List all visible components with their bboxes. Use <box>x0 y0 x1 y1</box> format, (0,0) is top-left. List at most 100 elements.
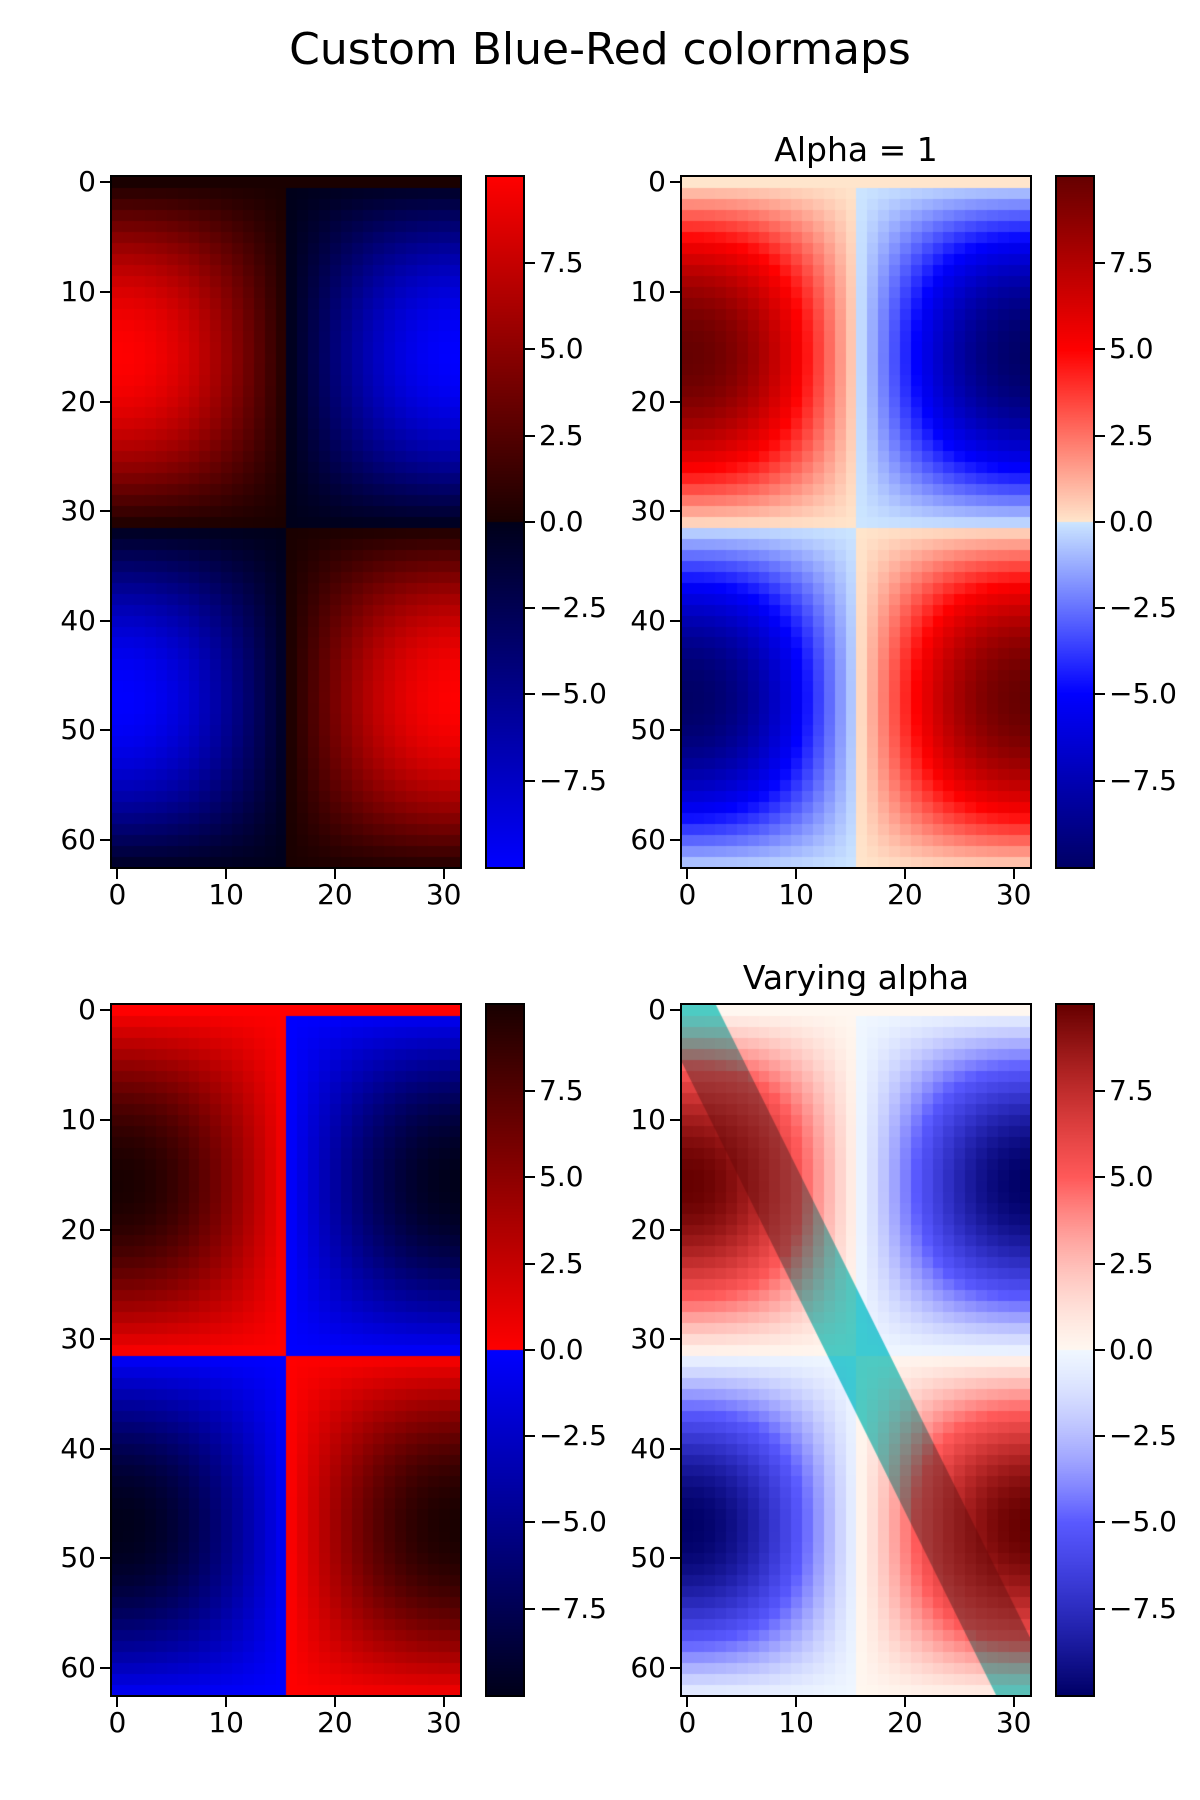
colorbar-tick-mark <box>1095 1607 1105 1610</box>
y-tick-mark <box>100 1228 110 1231</box>
y-tick-mark <box>100 1009 110 1012</box>
x-tick-mark <box>1012 1697 1015 1707</box>
colorbar-tick-mark <box>1095 520 1105 523</box>
colorbar-tick-mark <box>1095 607 1105 610</box>
colorbar-tick-label: 0.0 <box>539 504 584 538</box>
colorbar-tick-label: −7.5 <box>539 1591 607 1625</box>
colorbar-tick-label: 2.5 <box>539 418 584 452</box>
y-tick-label: 20 <box>60 1212 96 1246</box>
y-tick-mark <box>100 291 110 293</box>
colorbar-tick-label: −7.5 <box>1109 1591 1177 1625</box>
colorbar-tick-label: −5.0 <box>539 677 607 711</box>
colorbar-border <box>485 1003 525 1697</box>
colorbar-tick-mark <box>1095 1521 1105 1524</box>
colorbar-tick-mark <box>1095 262 1105 265</box>
colorbar-tick-mark <box>525 520 535 523</box>
x-tick-mark <box>442 1697 445 1707</box>
colorbar-tick-mark <box>1095 1090 1105 1093</box>
y-tick-label: 60 <box>60 1650 96 1684</box>
y-tick-label: 20 <box>630 384 666 418</box>
y-tick-label: 0 <box>648 165 666 199</box>
colorbar-tick-label: −5.0 <box>1109 677 1177 711</box>
x-tick-label: 20 <box>887 878 923 911</box>
y-tick-mark <box>670 400 680 403</box>
colorbar-tick-label: −2.5 <box>539 591 607 625</box>
colorbar-gradient <box>1057 177 1093 867</box>
colorbar-tick-mark <box>525 434 535 437</box>
colorbar-border <box>1055 1003 1095 1697</box>
y-tick-label: 50 <box>630 1541 666 1575</box>
x-tick-mark <box>225 869 228 879</box>
colorbar-tick-mark <box>1095 1348 1105 1351</box>
x-tick-mark <box>795 869 798 879</box>
colorbar-tick-mark <box>525 1176 535 1179</box>
colorbar-tick-label: 0.0 <box>539 1332 584 1366</box>
y-tick-mark <box>670 1338 680 1341</box>
heatmap-image <box>682 177 1030 867</box>
x-tick-label: 20 <box>317 878 353 911</box>
x-tick-label: 0 <box>108 878 127 911</box>
colorbar-tick-mark <box>1095 434 1105 437</box>
colorbar-tick-mark <box>525 1348 535 1351</box>
y-tick-mark <box>100 510 110 513</box>
x-tick-mark <box>795 1697 798 1707</box>
x-tick-mark <box>442 869 445 879</box>
y-tick-label: 20 <box>60 384 96 418</box>
y-tick-mark <box>670 1228 680 1231</box>
y-tick-label: 40 <box>60 1431 96 1465</box>
x-tick-mark <box>333 869 336 879</box>
colorbar-tick-mark <box>525 262 535 265</box>
x-tick-label: 10 <box>208 878 244 911</box>
y-tick-mark <box>100 1338 110 1341</box>
x-tick-mark <box>116 1697 119 1707</box>
colorbar-tick-mark <box>1095 779 1105 782</box>
y-tick-mark <box>100 619 110 622</box>
colorbar-tick-mark <box>1095 693 1105 696</box>
subplot-title-bottom-right: Varying alpha <box>742 958 970 997</box>
colorbar-tick-label: 2.5 <box>1109 1246 1154 1280</box>
colorbar-tick-label: −7.5 <box>1109 763 1177 797</box>
x-tick-label: 30 <box>425 1706 462 1739</box>
y-tick-mark <box>100 1666 110 1669</box>
x-tick-label: 20 <box>887 1706 923 1739</box>
colorbar-tick-label: 2.5 <box>1109 418 1154 452</box>
axes-border <box>680 175 1032 869</box>
colorbar-tick-label: 2.5 <box>539 1246 584 1280</box>
y-tick-label: 10 <box>630 1103 666 1136</box>
colorbar-tick-label: 0.0 <box>1109 1332 1154 1366</box>
figure-title: Custom Blue-Red colormaps <box>289 24 911 75</box>
colorbar-tick-label: 7.5 <box>539 1074 584 1108</box>
colorbar-tick-label: −5.0 <box>1109 1505 1177 1539</box>
colorbar-tick-mark <box>1095 348 1105 351</box>
y-tick-label: 0 <box>648 993 666 1027</box>
y-tick-mark <box>100 1557 110 1560</box>
x-tick-label: 30 <box>995 878 1032 911</box>
colorbar-tick-mark <box>525 693 535 696</box>
y-tick-label: 30 <box>60 494 96 528</box>
colorbar-tick-mark <box>525 1607 535 1610</box>
x-tick-label: 0 <box>108 1706 127 1739</box>
y-tick-label: 10 <box>630 275 666 308</box>
colorbar-tick-label: 7.5 <box>1109 246 1154 280</box>
colorbar-border <box>1055 175 1095 869</box>
heatmap-image <box>682 1005 1030 1695</box>
colorbar-tick-mark <box>525 1090 535 1093</box>
x-tick-label: 30 <box>995 1706 1032 1739</box>
colorbar-tick-label: 5.0 <box>539 1160 584 1194</box>
y-tick-label: 30 <box>60 1322 96 1356</box>
y-tick-label: 60 <box>630 822 666 856</box>
x-tick-label: 0 <box>678 1706 697 1739</box>
colorbar-tick-label: −2.5 <box>1109 1419 1177 1453</box>
y-tick-mark <box>100 181 110 184</box>
colorbar-tick-mark <box>525 779 535 782</box>
y-tick-label: 30 <box>630 494 666 528</box>
heatmap-image <box>112 1005 460 1695</box>
y-tick-mark <box>670 1447 680 1450</box>
colorbar-tick-mark <box>525 1521 535 1524</box>
y-tick-label: 40 <box>60 603 96 637</box>
colorbar-tick-label: 5.0 <box>1109 1160 1154 1194</box>
y-tick-mark <box>670 1666 680 1669</box>
x-tick-mark <box>903 1697 906 1707</box>
y-tick-label: 30 <box>630 1322 666 1356</box>
